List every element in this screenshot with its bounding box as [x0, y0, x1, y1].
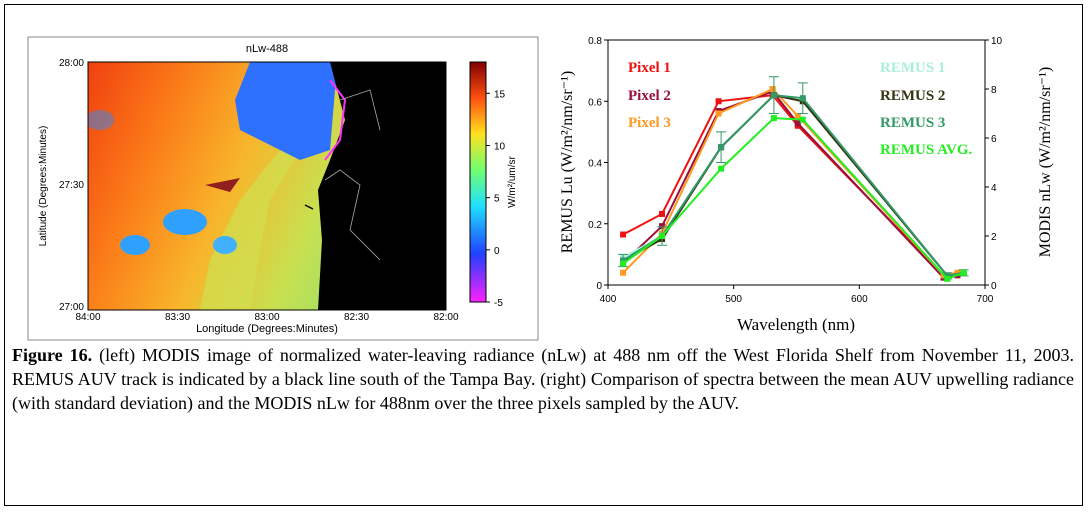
plot-area	[607, 39, 986, 286]
data-point	[715, 98, 722, 105]
data-point	[944, 275, 951, 282]
y2-tick-label: 6	[991, 134, 997, 145]
data-point	[799, 116, 806, 123]
colorbar-tick-label: 0	[494, 246, 500, 257]
y2-tick-label: 8	[991, 85, 997, 96]
figure: nLw-488 Longitude (Degrees:Minutes) Lati…	[27, 36, 1054, 341]
data-point	[620, 260, 627, 267]
legend-label: REMUS 2	[880, 88, 945, 104]
map-y-label: Latitude (Degrees:Minutes)	[38, 126, 49, 247]
data-point	[620, 257, 627, 264]
map-y-tick-label: 28:00	[59, 58, 84, 69]
data-point	[769, 86, 776, 92]
legend-label: Pixel 2	[628, 88, 671, 104]
map-border	[87, 61, 447, 311]
data-point	[799, 95, 806, 102]
map-x-label: Longitude (Degrees:Minutes)	[196, 323, 338, 335]
map-x-tick-label: 82:30	[344, 312, 369, 323]
colorbar-tick-label: -5	[494, 298, 503, 309]
data-point	[960, 269, 967, 276]
y2-tick-label: 2	[991, 232, 997, 243]
data-point	[944, 272, 951, 279]
y-tick-label: 0.8	[588, 36, 602, 47]
y-tick-label: 0	[596, 281, 602, 292]
data-point	[718, 165, 725, 172]
map-x-tick-label: 82:00	[433, 312, 458, 323]
legend-label: Pixel 1	[628, 60, 671, 76]
x-tick-label: 500	[725, 294, 742, 305]
data-point	[794, 112, 801, 119]
data-point	[659, 233, 666, 239]
map-x-tick-label: 84:00	[75, 312, 100, 323]
data-point	[954, 269, 961, 276]
map-x-tick-label: 83:30	[165, 312, 190, 323]
data-point	[620, 269, 627, 276]
figure-frame	[4, 4, 1083, 506]
data-point	[770, 115, 777, 122]
legend-label: Pixel 3	[628, 115, 671, 131]
x-tick-label: 600	[851, 294, 868, 305]
x-tick-label: 700	[977, 294, 994, 305]
data-point	[718, 144, 725, 151]
caption: Figure 16. (left) MODIS image of normali…	[12, 343, 1074, 415]
map-image	[88, 62, 446, 310]
data-point	[715, 110, 722, 117]
data-point	[770, 92, 777, 99]
y-axis-label: REMUS Lu (W/m²/nm/sr⁻¹)	[559, 71, 576, 253]
caption-text: (left) MODIS image of normalized water-l…	[12, 345, 1074, 413]
colorbar-label: W/m²/um/sr	[507, 156, 518, 208]
data-point	[620, 231, 627, 238]
y2-tick-label: 0	[991, 281, 997, 292]
y2-tick-label: 10	[991, 36, 1003, 47]
legend-label: REMUS 3	[880, 115, 945, 131]
y2-tick-label: 4	[991, 183, 997, 194]
legend-label: REMUS 1	[880, 60, 945, 76]
y-tick-label: 0.4	[588, 159, 602, 170]
map-y-tick-label: 27:30	[59, 180, 84, 191]
y-tick-label: 0.2	[588, 220, 602, 231]
map-y-tick-label: 27:00	[59, 302, 84, 313]
map-x-tick-label: 83:00	[254, 312, 279, 323]
x-tick-label: 400	[600, 294, 617, 305]
y-tick-label: 0.6	[588, 97, 602, 108]
colorbar	[469, 61, 487, 303]
colorbar-tick-label: 15	[494, 89, 506, 100]
caption-label: Figure 16.	[12, 345, 93, 365]
data-point	[659, 223, 666, 230]
data-point	[794, 120, 801, 127]
map-title: nLw-488	[246, 43, 288, 55]
colorbar-tick-label: 5	[494, 194, 500, 205]
y2-axis-label: MODIS nLw (W/m²/nm/sr⁻¹)	[1037, 67, 1054, 257]
legend-label: REMUS AVG.	[880, 142, 972, 158]
data-point	[659, 210, 666, 217]
colorbar-tick-label: 10	[494, 141, 506, 152]
x-axis-label: Wavelength (nm)	[737, 315, 855, 334]
